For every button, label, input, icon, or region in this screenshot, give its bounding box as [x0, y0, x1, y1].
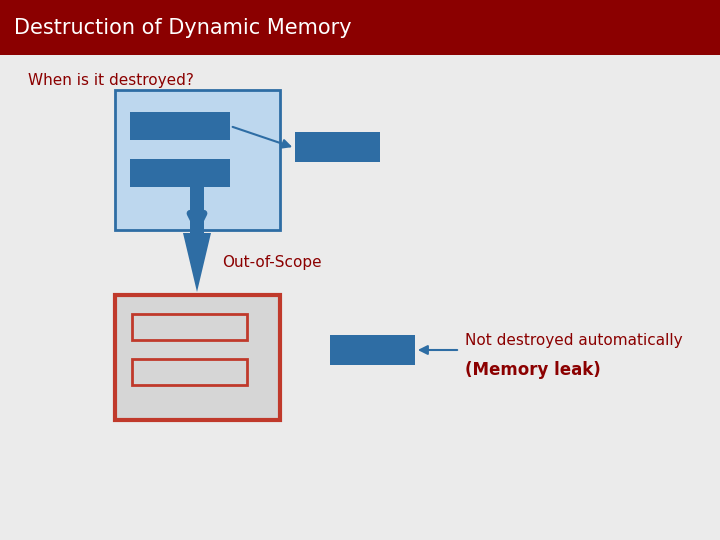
Bar — [132, 359, 247, 385]
Bar — [0, 0, 720, 55]
Bar — [130, 159, 230, 187]
Bar — [295, 132, 380, 162]
Text: Not destroyed automatically: Not destroyed automatically — [465, 333, 683, 348]
Text: Out-of-Scope: Out-of-Scope — [222, 254, 322, 269]
Bar — [115, 295, 280, 420]
Polygon shape — [183, 233, 211, 292]
Bar — [330, 335, 415, 365]
Bar — [190, 180, 204, 235]
Text: (Memory leak): (Memory leak) — [465, 361, 600, 379]
Bar — [132, 314, 247, 340]
Text: Destruction of Dynamic Memory: Destruction of Dynamic Memory — [14, 18, 351, 38]
Bar — [130, 112, 230, 140]
Text: When is it destroyed?: When is it destroyed? — [28, 72, 194, 87]
Bar — [115, 90, 280, 230]
